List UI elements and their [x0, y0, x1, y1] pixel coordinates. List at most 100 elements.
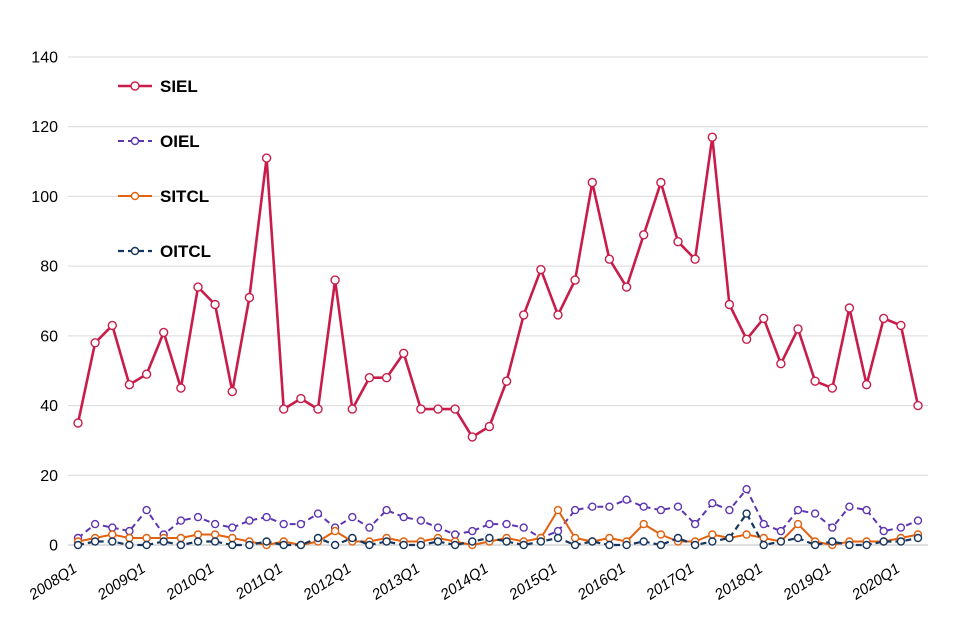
- series-marker-OITCL: [759, 540, 768, 550]
- series-marker-SIEL: [399, 348, 409, 358]
- series-marker-SIEL: [844, 303, 855, 313]
- series-marker-SITCL: [125, 533, 134, 543]
- series-marker-OITCL: [708, 537, 717, 546]
- series-marker-SIEL: [484, 421, 495, 432]
- series-marker-SITCL: [708, 530, 717, 539]
- series-marker-SIEL: [793, 324, 803, 334]
- series-marker-SIEL: [673, 236, 683, 247]
- series-marker-OIEL: [845, 502, 854, 511]
- series-marker-SIEL: [759, 313, 769, 324]
- series-marker-OITCL: [570, 540, 580, 550]
- series-marker-SITCL: [142, 533, 151, 543]
- series-marker-SITCL: [605, 533, 614, 543]
- series-marker-SIEL: [296, 393, 306, 404]
- series-marker-OITCL: [742, 509, 751, 518]
- series-marker-SIEL: [724, 299, 735, 310]
- x-axis-tick-label: 2008Q1: [25, 560, 80, 604]
- series-marker-OIEL: [90, 519, 100, 529]
- series-marker-OITCL: [810, 540, 820, 550]
- series-marker-SIEL: [570, 275, 580, 285]
- series-marker-OITCL: [193, 537, 203, 546]
- x-axis-tick-label: 2016Q1: [574, 560, 629, 604]
- x-axis-tick-label: 2017Q1: [642, 560, 697, 604]
- series-marker-SIEL: [416, 404, 426, 414]
- y-axis-tick-label: 20: [40, 468, 58, 485]
- series-marker-OITCL: [673, 533, 683, 543]
- series-marker-OIEL: [793, 505, 803, 515]
- series-marker-OIEL: [639, 502, 648, 511]
- series-marker-SIEL: [639, 230, 649, 240]
- legend-marker-OIEL: [130, 136, 140, 146]
- series-marker-SIEL: [896, 320, 906, 331]
- series-marker-SITCL: [210, 530, 220, 539]
- y-axis-tick-label: 140: [31, 50, 58, 67]
- series-marker-SITCL: [656, 530, 666, 539]
- series-marker-SIEL: [244, 292, 255, 303]
- series-marker-OIEL: [605, 502, 614, 511]
- series-marker-SIEL: [433, 404, 443, 414]
- series-marker-OITCL: [416, 540, 426, 550]
- series-marker-OIEL: [193, 512, 203, 522]
- series-marker-OIEL: [588, 502, 597, 511]
- series-marker-SIEL: [741, 334, 752, 344]
- series-marker-OIEL: [913, 516, 923, 525]
- series-marker-OITCL: [622, 540, 631, 550]
- series-marker-OITCL: [605, 540, 614, 550]
- x-axis-tick-label: 2019Q1: [780, 560, 835, 604]
- series-marker-OITCL: [639, 537, 648, 546]
- series-marker-SITCL: [639, 519, 648, 529]
- x-axis-tick-label: 2012Q1: [300, 560, 355, 604]
- x-axis-tick-label: 2014Q1: [437, 560, 492, 604]
- series-marker-OIEL: [896, 523, 906, 532]
- series-marker-OITCL: [468, 537, 477, 546]
- series-marker-SIEL: [141, 369, 152, 379]
- series-marker-SIEL: [381, 373, 392, 383]
- x-axis-tick-label: 2015Q1: [505, 560, 560, 604]
- series-marker-OIEL: [245, 516, 254, 525]
- series-marker-OITCL: [125, 540, 134, 550]
- series-marker-SITCL: [742, 530, 751, 539]
- series-marker-OITCL: [142, 540, 151, 550]
- series-marker-SITCL: [553, 505, 563, 515]
- series-marker-SIEL: [879, 313, 889, 324]
- series-marker-OIEL: [296, 519, 306, 529]
- legend-label-OITCL: OITCL: [160, 242, 211, 261]
- series-marker-SITCL: [793, 519, 803, 529]
- series-marker-OIEL: [142, 505, 151, 515]
- series-marker-SIEL: [827, 383, 837, 393]
- series-marker-OIEL: [108, 523, 117, 532]
- legend-label-SITCL: SITCL: [160, 187, 209, 206]
- series-marker-OITCL: [159, 537, 168, 546]
- series-marker-OITCL: [245, 540, 254, 550]
- x-axis-tick-label: 2010Q1: [162, 560, 217, 604]
- series-marker-SIEL: [90, 338, 100, 348]
- legend-label-OIEL: OIEL: [160, 132, 200, 151]
- legend-marker-SIEL: [130, 81, 140, 91]
- series-marker-OITCL: [519, 540, 528, 550]
- series-marker-SITCL: [108, 530, 117, 539]
- series-marker-OITCL: [210, 537, 220, 546]
- series-marker-OIEL: [725, 505, 734, 515]
- series-marker-SIEL: [776, 359, 786, 369]
- series-marker-OITCL: [382, 537, 391, 546]
- series-marker-SITCL: [759, 533, 768, 543]
- series-marker-SIEL: [210, 299, 220, 310]
- series-marker-SIEL: [587, 177, 597, 188]
- series-marker-OIEL: [228, 523, 237, 532]
- y-axis-tick-label: 120: [31, 119, 58, 136]
- series-marker-OIEL: [382, 505, 391, 515]
- series-marker-OIEL: [262, 512, 271, 522]
- series-marker-OIEL: [759, 519, 768, 529]
- series-marker-OITCL: [296, 540, 306, 550]
- series-marker-OIEL: [365, 523, 374, 532]
- series-marker-OIEL: [450, 530, 460, 539]
- y-axis-tick-label: 80: [40, 259, 58, 276]
- series-marker-OITCL: [862, 540, 871, 550]
- series-marker-OIEL: [210, 519, 220, 529]
- series-marker-OITCL: [536, 537, 546, 546]
- series-marker-OITCL: [433, 537, 443, 546]
- series-marker-OIEL: [810, 509, 820, 518]
- series-marker-OITCL: [776, 537, 786, 546]
